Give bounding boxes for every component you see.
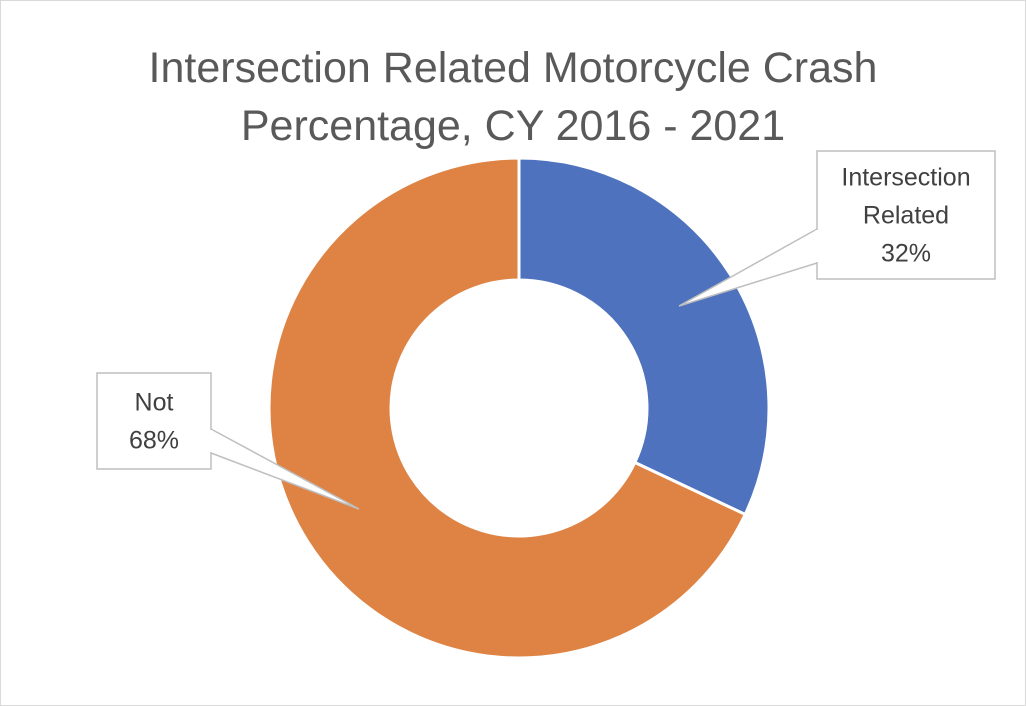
chart-title: Intersection Related Motorcycle Crash Pe…	[1, 39, 1025, 155]
callout-pointer-0	[678, 228, 818, 307]
data-label-percent-1: 68%	[129, 426, 179, 454]
callout-pointer-1	[210, 428, 360, 510]
data-label-callout-0: Intersection Related 32%	[678, 150, 996, 307]
data-label-category-0: Related	[863, 201, 949, 229]
data-label-percent-0: 32%	[881, 239, 931, 267]
chart-title-line-1: Intersection Related Motorcycle Crash	[148, 44, 878, 92]
doughnut-slice-1	[267, 156, 748, 660]
data-label-callout-1: Not 68%	[96, 372, 360, 510]
callout-box-0	[816, 150, 996, 280]
data-label-category-1: Not	[135, 388, 174, 416]
chart-title-line-2: Percentage, CY 2016 - 2021	[240, 102, 786, 150]
data-label-category-0: Intersection	[841, 163, 970, 191]
callout-box-1	[96, 372, 212, 470]
doughnut-slice-0	[517, 156, 771, 517]
